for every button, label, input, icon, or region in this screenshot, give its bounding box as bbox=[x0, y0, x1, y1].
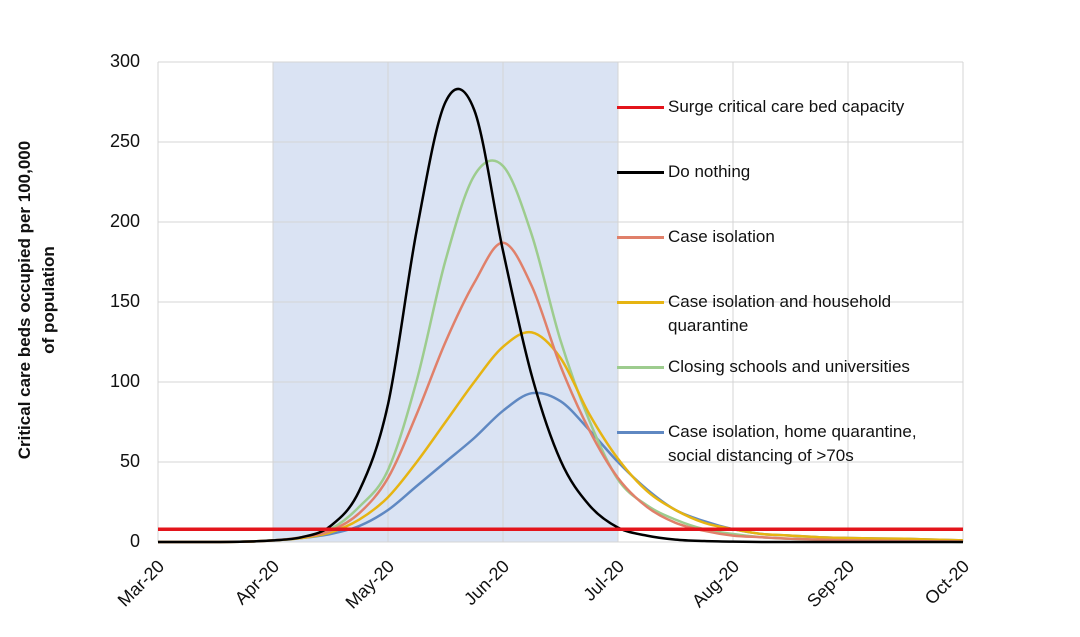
x-tick-label: Sep-20 bbox=[803, 556, 858, 611]
y-tick-label: 250 bbox=[110, 131, 140, 151]
legend-label: Surge critical care bed capacity bbox=[668, 97, 905, 116]
y-tick-label: 50 bbox=[120, 451, 140, 471]
legend-entry: Case isolation, home quarantine, social … bbox=[617, 420, 962, 485]
x-tick-label: May-20 bbox=[342, 556, 399, 613]
legend-label: Case isolation, home quarantine, social … bbox=[668, 422, 917, 465]
legend-swatch bbox=[617, 106, 664, 109]
y-axis-label: Critical care beds occupied per 100,000 … bbox=[15, 140, 58, 460]
x-tick-label: Apr-20 bbox=[231, 556, 283, 608]
legend-label: Case isolation and household quarantine bbox=[668, 292, 892, 335]
legend-entry: Case isolation bbox=[617, 225, 962, 290]
legend: Surge critical care bed capacity Do nothi… bbox=[617, 95, 962, 485]
y-tick-label: 200 bbox=[110, 211, 140, 231]
legend-swatch bbox=[617, 431, 664, 434]
y-tick-label: 0 bbox=[130, 531, 140, 551]
legend-swatch bbox=[617, 301, 664, 304]
legend-entry: Closing schools and universities bbox=[617, 355, 962, 420]
legend-swatch bbox=[617, 236, 664, 239]
legend-label: Closing schools and universities bbox=[668, 357, 910, 376]
legend-label: Case isolation bbox=[668, 227, 775, 246]
y-tick-label: 300 bbox=[110, 51, 140, 71]
x-tick-label: Oct-20 bbox=[921, 556, 973, 608]
x-tick-label: Jul-20 bbox=[579, 556, 628, 605]
legend-swatch bbox=[617, 171, 664, 174]
x-tick-label: Jun-20 bbox=[460, 556, 513, 609]
x-tick-label: Mar-20 bbox=[114, 556, 168, 610]
legend-entry: Do nothing bbox=[617, 160, 962, 225]
y-tick-label: 100 bbox=[110, 371, 140, 391]
series-line bbox=[157, 87, 963, 544]
legend-label: Do nothing bbox=[668, 162, 751, 181]
y-tick-label: 150 bbox=[110, 291, 140, 311]
legend-entry: Surge critical care bed capacity bbox=[617, 95, 962, 160]
legend-swatch bbox=[617, 366, 664, 369]
x-tick-label: Aug-20 bbox=[688, 556, 743, 611]
legend-entry: Case isolation and household quarantine bbox=[617, 290, 962, 355]
